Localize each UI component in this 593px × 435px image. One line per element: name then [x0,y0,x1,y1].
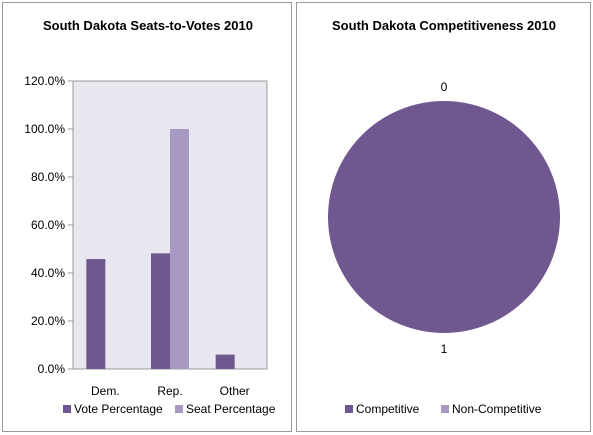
x-tick-label: Rep. [157,384,182,398]
seats-to-votes-chart: South Dakota Seats-to-Votes 2010 0.0% 20.… [24,18,276,416]
x-tick-label: Other [220,384,250,398]
legend-swatch [63,405,71,413]
y-tick-label: 0.0% [38,362,66,376]
pie-data-label-competitive: 1 [441,342,448,356]
legend-label: Competitive [356,402,420,416]
legend-label: Non-Competitive [452,402,542,416]
legend-swatch [345,405,353,413]
bar-vote-percentage-other [215,354,235,369]
y-tick-label: 100.0% [24,122,65,136]
bar-seat-percentage-rep [170,129,189,369]
legend-label: Vote Percentage [74,402,163,416]
bar-vote-percentage-dem [86,259,106,369]
bar-vote-percentage-rep [151,253,170,369]
competitiveness-panel: South Dakota Competitiveness 2010 1 0 Com… [296,2,591,432]
y-tick-label: 40.0% [31,266,65,280]
legend-label: Seat Percentage [186,402,276,416]
competitiveness-chart: South Dakota Competitiveness 2010 1 0 Com… [328,18,560,416]
pie-chart-title: South Dakota Competitiveness 2010 [332,18,556,33]
pie-data-label-non-competitive: 0 [441,80,448,94]
y-tick-label: 120.0% [24,74,65,88]
x-tick-label: Dem. [91,384,120,398]
legend-swatch [175,405,183,413]
y-tick-label: 20.0% [31,314,65,328]
bar-chart-title: South Dakota Seats-to-Votes 2010 [43,18,253,33]
pie-slice-competitive [328,101,560,333]
y-tick-label: 80.0% [31,170,65,184]
y-tick-label: 60.0% [31,218,65,232]
legend-swatch [441,405,449,413]
seats-to-votes-panel: South Dakota Seats-to-Votes 2010 0.0% 20.… [2,2,292,432]
